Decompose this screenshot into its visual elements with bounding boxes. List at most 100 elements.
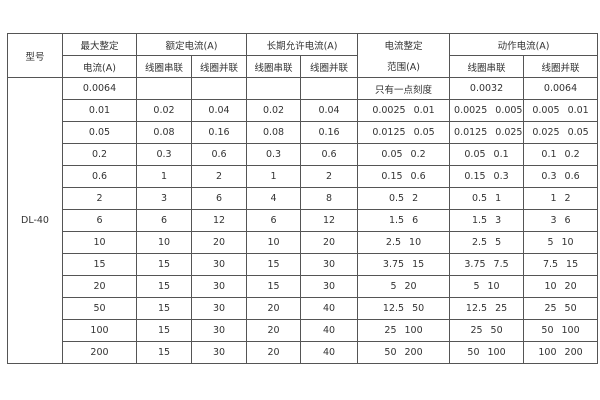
value: 50 [384, 347, 397, 358]
action-parallel-cell: 0.3 0.6 [523, 165, 599, 188]
table-row: 0.2 0.3 0.6 0.3 0.6 0.05 0.2 0.05 0.1 0.1 0.2 [8, 143, 599, 166]
value: 100 [487, 347, 506, 358]
header-long-series: 线圈串联 [246, 55, 302, 78]
setting-range-cell: 2.5 10 [357, 231, 451, 254]
table-row: 15 15 30 15 30 3.75 15 3.75 7.5 7.5 15 [8, 253, 599, 276]
value: 0.15 [381, 171, 403, 182]
value: 0.05 [381, 149, 403, 160]
value: 0.2 [410, 149, 426, 160]
value: 3 [550, 215, 557, 226]
header-setting-range-unit: 范围(A) [357, 55, 451, 78]
long-series-cell [246, 77, 302, 100]
max-setting-cell: 15 [62, 253, 137, 276]
header-long-parallel: 线圈并联 [300, 55, 359, 78]
value: 50 [541, 325, 554, 336]
header-max-setting-unit: 电流(A) [62, 55, 137, 78]
long-parallel-cell: 12 [300, 209, 359, 232]
long-parallel-cell: 20 [300, 231, 359, 254]
table-row: 50 15 30 20 40 12.5 50 12.5 25 25 50 [8, 297, 599, 320]
value: 0.5 [471, 193, 488, 204]
max-setting-cell: 2 [62, 187, 137, 210]
value: 100 [561, 325, 580, 336]
action-series-cell: 12.5 25 [449, 297, 525, 320]
value: 0.005 [495, 105, 523, 116]
value: 5 [495, 237, 502, 248]
long-series-cell: 20 [246, 319, 302, 342]
value: 0.05 [567, 127, 589, 138]
value: 25 [544, 303, 557, 314]
value: 6 [412, 215, 419, 226]
max-setting-cell: 50 [62, 297, 137, 320]
rated-parallel-cell: 2 [190, 165, 248, 188]
long-series-cell: 10 [246, 231, 302, 254]
rated-series-cell: 1 [136, 165, 192, 188]
long-series-cell: 20 [246, 341, 302, 364]
value: 2 [564, 193, 571, 204]
value: 5 [390, 281, 397, 292]
value: 0.0125 [454, 127, 488, 138]
long-series-cell: 15 [246, 275, 302, 298]
long-series-cell: 15 [246, 253, 302, 276]
value: 0.3 [493, 171, 509, 182]
value: 0.01 [413, 105, 435, 116]
rated-parallel-cell: 30 [190, 341, 248, 364]
value: 1.5 [471, 215, 488, 226]
value: 15 [566, 259, 579, 270]
value: 2.5 [471, 237, 488, 248]
value: 50 [564, 303, 577, 314]
long-series-cell: 0.02 [246, 99, 302, 122]
table-row: 6 6 12 6 12 1.5 6 1.5 3 3 6 [8, 209, 599, 232]
setting-range-cell: 50 200 [357, 341, 451, 364]
value: 只有一点刻度 [375, 84, 433, 96]
value: 0.0064 [543, 83, 578, 94]
setting-range-cell: 0.0025 0.01 [357, 99, 451, 122]
long-parallel-cell: 40 [300, 297, 359, 320]
long-parallel-cell: 0.6 [300, 143, 359, 166]
action-parallel-cell: 0.0064 [523, 77, 599, 100]
value: 0.0125 [372, 127, 406, 138]
max-setting-cell: 0.2 [62, 143, 137, 166]
header-action-current: 动作电流(A) [449, 33, 599, 56]
model-cell: DL-40 [7, 77, 63, 364]
value: 0.0025 [454, 105, 488, 116]
table-row: DL-40 0.0064 只有一点刻度 0.0032 0.0064 [7, 77, 599, 364]
header-rated-current: 额定电流(A) [135, 33, 248, 56]
table-row: 2 3 6 4 8 0.5 2 0.5 1 1 2 [8, 187, 599, 210]
value: 0.6 [410, 171, 426, 182]
value: 1.5 [388, 215, 405, 226]
action-parallel-cell: 0.005 0.01 [523, 99, 599, 122]
action-series-cell: 25 50 [449, 319, 525, 342]
rated-parallel-cell: 0.16 [190, 121, 248, 144]
max-setting-cell: 10 [62, 231, 137, 254]
table-row: 0.01 0.02 0.04 0.02 0.04 0.0025 0.01 0.0025 0.00… [8, 99, 599, 122]
setting-range-cell: 3.75 15 [357, 253, 451, 276]
action-parallel-cell: 5 10 [523, 231, 599, 254]
value: 0.3 [541, 171, 557, 182]
max-setting-cell: 0.0064 [62, 77, 137, 100]
value: 0.025 [532, 127, 560, 138]
max-setting-cell: 100 [62, 319, 137, 342]
long-parallel-cell: 40 [300, 319, 359, 342]
header-max-setting: 最大整定 [62, 33, 137, 56]
table-row: 10 10 20 10 20 2.5 10 2.5 5 5 10 [8, 231, 599, 254]
value: 0.05 [464, 149, 486, 160]
long-series-cell: 6 [246, 209, 302, 232]
action-series-cell: 0.05 0.1 [449, 143, 525, 166]
long-parallel-cell: 40 [300, 341, 359, 364]
action-series-cell: 50 100 [449, 341, 525, 364]
action-parallel-cell: 10 20 [523, 275, 599, 298]
rated-parallel-cell: 20 [190, 231, 248, 254]
action-series-cell: 0.0025 0.005 [449, 99, 525, 122]
setting-range-cell: 0.5 2 [357, 187, 451, 210]
rated-series-cell: 0.3 [136, 143, 192, 166]
value: 2 [412, 193, 419, 204]
value: 7.5 [542, 259, 559, 270]
value: 0.0025 [372, 105, 406, 116]
long-parallel-cell: 0.16 [300, 121, 359, 144]
table-row: 100 15 30 20 40 25 100 25 50 50 100 [8, 319, 599, 342]
rated-parallel-cell: 6 [190, 187, 248, 210]
value: 0.025 [495, 127, 523, 138]
rated-parallel-cell: 30 [190, 275, 248, 298]
